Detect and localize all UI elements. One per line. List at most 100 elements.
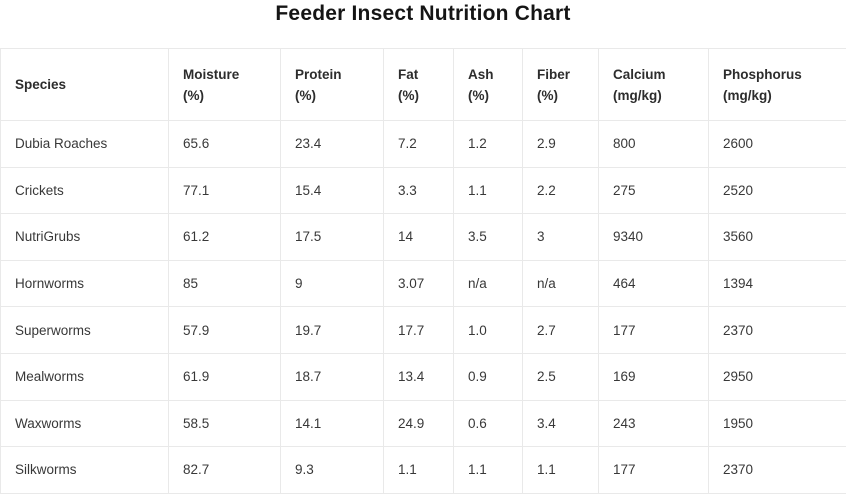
value-cell: 3.3	[383, 166, 454, 215]
species-cell: Waxworms	[0, 399, 169, 448]
table-row: Waxworms 58.5 14.1 24.9 0.6 3.4 243 1950	[0, 399, 846, 448]
column-header-calcium: Calcium (mg/kg)	[598, 48, 709, 121]
value-cell: 3560	[708, 213, 846, 261]
value-cell: 0.9	[453, 352, 523, 401]
value-cell: 2370	[708, 306, 846, 354]
nutrition-table: Species Moisture (%) Protein (%) Fat (%) Ash (%)…	[0, 48, 846, 494]
value-cell: 9340	[598, 213, 709, 261]
value-cell: 9.3	[280, 446, 384, 494]
value-cell: 85	[168, 259, 281, 308]
value-cell: n/a	[453, 259, 523, 308]
column-unit: (mg/kg)	[723, 87, 772, 103]
value-cell: 275	[598, 166, 709, 215]
column-label: Phosphorus	[723, 66, 802, 82]
table-body: Dubia Roaches 65.6 23.4 7.2 1.2 2.9 800 2600 Cri…	[0, 120, 846, 494]
value-cell: 82.7	[168, 446, 281, 494]
value-cell: 169	[598, 352, 709, 401]
value-cell: 17.7	[383, 306, 454, 354]
species-cell: Crickets	[0, 166, 169, 215]
value-cell: 7.2	[383, 120, 454, 168]
value-cell: 15.4	[280, 166, 384, 215]
header-row: Species Moisture (%) Protein (%) Fat (%) Ash (%)…	[0, 48, 846, 121]
value-cell: 3.4	[522, 399, 599, 448]
value-cell: 3.5	[453, 213, 523, 261]
column-label: Moisture	[183, 66, 240, 82]
value-cell: 61.9	[168, 352, 281, 401]
value-cell: 1.1	[522, 446, 599, 494]
value-cell: 2.9	[522, 120, 599, 168]
species-cell: Superworms	[0, 306, 169, 354]
table-row: Crickets 77.1 15.4 3.3 1.1 2.2 275 2520	[0, 166, 846, 215]
table-row: Dubia Roaches 65.6 23.4 7.2 1.2 2.9 800 2600	[0, 120, 846, 168]
table-row: Silkworms 82.7 9.3 1.1 1.1 1.1 177 2370	[0, 446, 846, 494]
column-header-fat: Fat (%)	[383, 48, 454, 121]
column-unit: (%)	[537, 87, 558, 103]
table-row: Superworms 57.9 19.7 17.7 1.0 2.7 177 2370	[0, 306, 846, 354]
value-cell: 77.1	[168, 166, 281, 215]
column-label: Fiber	[537, 66, 571, 82]
value-cell: 14.1	[280, 399, 384, 448]
value-cell: 1.2	[453, 120, 523, 168]
species-cell: Silkworms	[0, 446, 169, 494]
column-label: Protein	[295, 66, 342, 82]
value-cell: 1.0	[453, 306, 523, 354]
column-unit: (%)	[295, 87, 316, 103]
column-header-fiber: Fiber (%)	[522, 48, 599, 121]
value-cell: 17.5	[280, 213, 384, 261]
page-title: Feeder Insect Nutrition Chart	[275, 2, 571, 25]
column-header-species: Species	[0, 48, 169, 121]
column-label: Species	[15, 77, 67, 92]
value-cell: 1.1	[383, 446, 454, 494]
column-header-moisture: Moisture (%)	[168, 48, 281, 121]
column-unit: (%)	[398, 87, 419, 103]
value-cell: 18.7	[280, 352, 384, 401]
column-label: Ash	[468, 66, 494, 82]
value-cell: 3	[522, 213, 599, 261]
value-cell: 13.4	[383, 352, 454, 401]
species-cell: Dubia Roaches	[0, 120, 169, 168]
value-cell: 65.6	[168, 120, 281, 168]
value-cell: 1950	[708, 399, 846, 448]
column-header-protein: Protein (%)	[280, 48, 384, 121]
column-unit: (%)	[468, 87, 489, 103]
value-cell: 1.1	[453, 166, 523, 215]
value-cell: 800	[598, 120, 709, 168]
table-header: Species Moisture (%) Protein (%) Fat (%) Ash (%)…	[0, 48, 846, 121]
column-unit: (mg/kg)	[613, 87, 662, 103]
value-cell: 9	[280, 259, 384, 308]
value-cell: 3.07	[383, 259, 454, 308]
value-cell: 1394	[708, 259, 846, 308]
value-cell: 177	[598, 446, 709, 494]
column-header-ash: Ash (%)	[453, 48, 523, 121]
value-cell: 2.5	[522, 352, 599, 401]
value-cell: 243	[598, 399, 709, 448]
value-cell: 19.7	[280, 306, 384, 354]
value-cell: 2950	[708, 352, 846, 401]
value-cell: 2520	[708, 166, 846, 215]
species-cell: Hornworms	[0, 259, 169, 308]
value-cell: 464	[598, 259, 709, 308]
value-cell: 24.9	[383, 399, 454, 448]
value-cell: 0.6	[453, 399, 523, 448]
value-cell: 2.7	[522, 306, 599, 354]
table-row: Mealworms 61.9 18.7 13.4 0.9 2.5 169 2950	[0, 352, 846, 401]
value-cell: n/a	[522, 259, 599, 308]
value-cell: 58.5	[168, 399, 281, 448]
value-cell: 57.9	[168, 306, 281, 354]
value-cell: 61.2	[168, 213, 281, 261]
column-header-phosphorus: Phosphorus (mg/kg)	[708, 48, 846, 121]
value-cell: 2.2	[522, 166, 599, 215]
value-cell: 2600	[708, 120, 846, 168]
column-label: Calcium	[613, 66, 666, 82]
column-unit: (%)	[183, 87, 204, 103]
species-cell: NutriGrubs	[0, 213, 169, 261]
table-row: Hornworms 85 9 3.07 n/a n/a 464 1394	[0, 259, 846, 308]
value-cell: 1.1	[453, 446, 523, 494]
value-cell: 177	[598, 306, 709, 354]
value-cell: 14	[383, 213, 454, 261]
column-label: Fat	[398, 66, 419, 82]
table-row: NutriGrubs 61.2 17.5 14 3.5 3 9340 3560	[0, 213, 846, 261]
value-cell: 23.4	[280, 120, 384, 168]
value-cell: 2370	[708, 446, 846, 494]
species-cell: Mealworms	[0, 352, 169, 401]
